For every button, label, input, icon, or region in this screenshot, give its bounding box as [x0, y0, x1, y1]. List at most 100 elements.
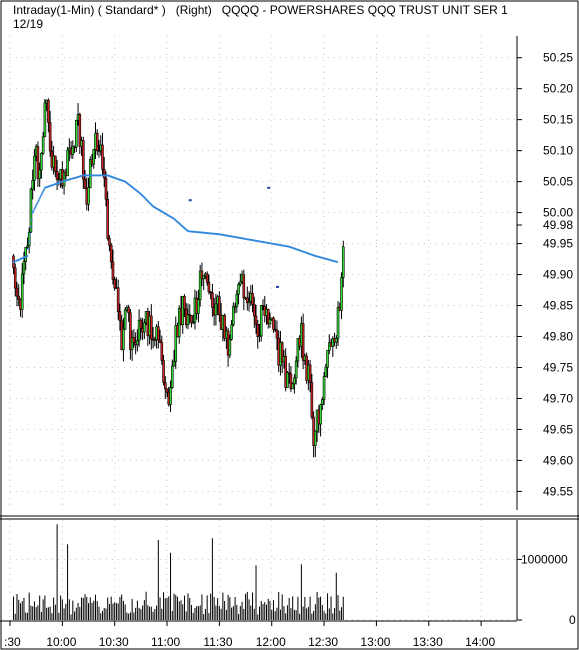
candle-body [130, 337, 134, 350]
vwap-dot [29, 226, 32, 229]
candle-body [160, 342, 164, 361]
vwap-dot [26, 254, 29, 257]
stray-mark [267, 186, 271, 189]
price-tick-label: 49.85 [543, 299, 573, 313]
candle-body [301, 323, 305, 361]
candle-body [55, 171, 59, 180]
time-tick-label: :30 [4, 635, 21, 649]
vwap-dot [42, 190, 45, 193]
candle-body [245, 297, 249, 304]
vwap-line [12, 174, 339, 288]
candle-body [137, 319, 141, 341]
candle-body [280, 342, 284, 362]
candle-body [20, 273, 24, 310]
candle-body [95, 132, 99, 152]
stray-mark [275, 285, 279, 288]
candle-body [123, 309, 127, 330]
candle-body [186, 314, 190, 326]
candle-body [170, 365, 174, 388]
candle-body [322, 376, 326, 400]
vwap-dot [32, 209, 35, 212]
price-tick-label: 50.15 [543, 113, 573, 127]
candle-body [36, 146, 40, 179]
candle-body [331, 338, 335, 347]
candle-body [218, 296, 221, 316]
candle-body [66, 149, 69, 177]
candle-body [183, 296, 186, 310]
candle-body [172, 361, 176, 367]
axes: 50.25 50.20 50.15 50.10 50.05 50.00 49.95 49.90… [4, 51, 576, 649]
candle-body [165, 388, 169, 393]
price-tick-label: 49.80 [543, 330, 573, 344]
candle-body [78, 114, 82, 147]
candle-body [62, 172, 66, 187]
vwap-dot [34, 206, 37, 209]
candle-body [286, 372, 289, 388]
candle-body [340, 277, 343, 311]
candle-body [242, 274, 246, 299]
candle-body [289, 373, 293, 390]
candle-body [41, 136, 45, 154]
candle-body [102, 168, 106, 179]
chart-title: Intraday(1-Min) ( Standard* ) (Right) QQ… [13, 3, 508, 17]
time-tick-label: 10:30 [99, 635, 129, 649]
volume-bars [12, 524, 344, 620]
candle-body [162, 360, 165, 383]
vwap-dot [30, 218, 33, 221]
candle-body [122, 328, 125, 350]
candle-body [326, 350, 329, 368]
price-tick-label: 49.75 [543, 360, 573, 374]
candle-body [294, 360, 298, 379]
candle-body [284, 356, 287, 388]
candle-body [136, 340, 139, 346]
vwap-dot [35, 204, 38, 207]
candle-body [15, 287, 19, 297]
price-tick-label: 50.10 [543, 144, 573, 158]
candle-body [324, 366, 328, 377]
candle-body [230, 324, 233, 340]
candle-body [113, 279, 116, 289]
candle-body [27, 231, 31, 247]
candle-body [191, 321, 195, 324]
candle-body [150, 315, 153, 340]
candle-body [48, 122, 52, 152]
price-tick-label: 49.70 [543, 391, 573, 405]
vwap-dot [336, 260, 339, 263]
candle-body [163, 382, 167, 390]
price-tick-label: 50.20 [543, 82, 573, 96]
candle-body [291, 383, 294, 390]
candle-body [202, 275, 205, 280]
vwap-dot [27, 247, 30, 250]
candle-body [266, 308, 270, 325]
vwap-dot [29, 233, 32, 236]
grid-dots [9, 36, 516, 621]
volume-tick-label: 0 [569, 613, 576, 627]
vwap-dot [33, 208, 36, 211]
vwap-dot [36, 202, 39, 205]
candle-body [228, 339, 232, 356]
candle-body [132, 337, 136, 343]
candle-body [200, 270, 204, 280]
candle-body [321, 399, 324, 405]
candle-body [17, 295, 21, 300]
vwap-dot [28, 240, 31, 243]
candle-body [54, 155, 57, 172]
candle-body [293, 377, 296, 385]
vwap-dot [31, 211, 34, 214]
time-tick-label: 12:30 [308, 635, 338, 649]
vwap-dot [40, 193, 43, 196]
price-tick-label: 49.95 [543, 237, 573, 251]
candle-body [252, 304, 256, 317]
candle-body [26, 245, 29, 248]
candle-body [308, 364, 312, 383]
vwap-dot [43, 188, 46, 191]
candle-body [129, 312, 132, 350]
price-tick-label: 49.65 [543, 422, 573, 436]
candle-body [237, 283, 240, 295]
candle-body [275, 329, 279, 339]
candle-body [341, 246, 345, 278]
last-price-label: 49.98 [543, 218, 573, 232]
candle-body [214, 303, 218, 316]
